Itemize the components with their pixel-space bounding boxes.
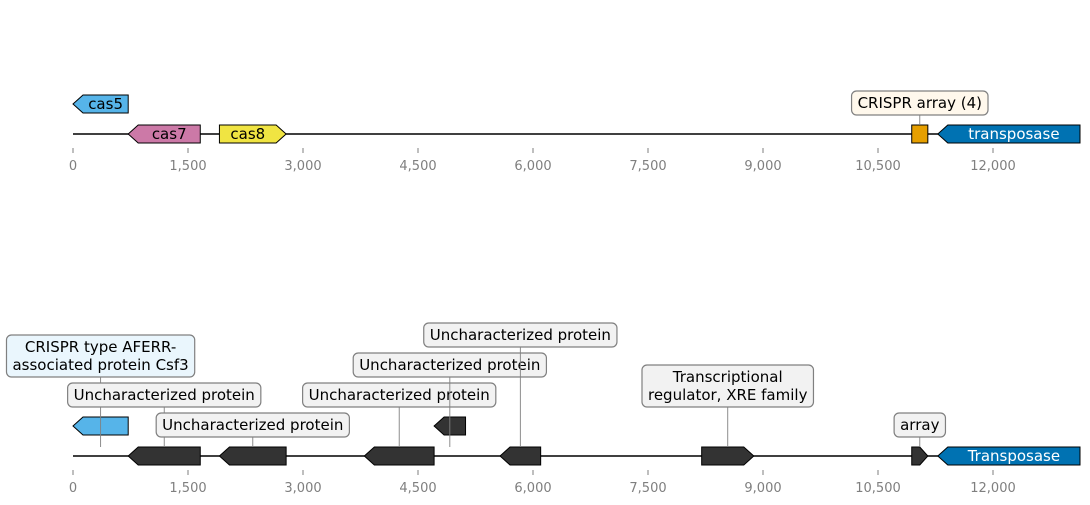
gene-label: cas7 <box>152 125 187 143</box>
feature-callout: Uncharacterized protein <box>67 382 262 447</box>
gene-feature-transposase <box>937 446 1081 466</box>
gene-feature-unlabeled <box>363 446 435 466</box>
feature-callout: array <box>893 412 947 447</box>
callout-text: Uncharacterized protein <box>74 386 255 404</box>
axis-tick-label: 6,000 <box>514 481 551 496</box>
callout-box <box>302 382 497 408</box>
callout-text: Uncharacterized protein <box>309 386 490 404</box>
feature-callout: Uncharacterized protein <box>155 412 350 447</box>
callout-text: Transcriptional <box>672 368 783 386</box>
axis-tick-label: 4,500 <box>399 159 436 174</box>
callout-box <box>423 322 618 348</box>
feature-callout: Uncharacterized protein <box>302 382 497 447</box>
feature-callout: CRISPR type AFERR-associated protein Csf… <box>5 334 196 447</box>
axis-tick-label: 3,000 <box>284 159 321 174</box>
gene-feature-cas8 <box>218 124 287 144</box>
gene-feature-cas7 <box>127 124 201 144</box>
gene-label: Transposase <box>967 447 1060 465</box>
axis-tick-label: 3,000 <box>284 481 321 496</box>
gene-label: transposase <box>968 125 1059 143</box>
axis-tick-label: 1,500 <box>169 481 206 496</box>
gene-feature-unlabeled <box>911 446 929 466</box>
feature-callout: Uncharacterized protein <box>423 322 618 447</box>
axis-tick-label: 0 <box>69 481 77 496</box>
callout-box <box>850 90 989 116</box>
gene-feature-unlabeled <box>911 124 929 144</box>
callout-box <box>155 412 350 438</box>
feature-callout: CRISPR array (4) <box>850 90 989 125</box>
axis-tick-label: 4,500 <box>399 481 436 496</box>
axis-tick-label: 0 <box>69 159 77 174</box>
callout-text: Uncharacterized protein <box>430 326 611 344</box>
callout-box <box>893 412 947 438</box>
callout-text: CRISPR type AFERR- <box>25 338 176 356</box>
callout-text: Uncharacterized protein <box>359 356 540 374</box>
gene-label: cas5 <box>88 95 123 113</box>
feature-callout: Uncharacterized protein <box>352 352 548 447</box>
gene-feature-unlabeled <box>701 446 755 466</box>
axis-tick-label: 12,000 <box>970 159 1016 174</box>
axis-tick-label: 7,500 <box>629 159 666 174</box>
callout-text: CRISPR array (4) <box>858 94 982 112</box>
axis-tick-label: 10,500 <box>855 159 901 174</box>
callout-text: Uncharacterized protein <box>162 416 343 434</box>
callout-box <box>641 364 815 408</box>
gene-feature-transposase <box>937 124 1081 144</box>
track-1: 0 1,500 3,000 4,500 6,000 7,500 9,000 10,500 12,… <box>69 90 1081 174</box>
axis-tick-label: 6,000 <box>514 159 551 174</box>
axis-tick-label: 7,500 <box>629 481 666 496</box>
gene-feature-unlabeled <box>499 446 542 466</box>
gene-feature-unlabeled <box>127 446 201 466</box>
callout-text: associated protein Csf3 <box>12 356 188 374</box>
axis-tick-label: 12,000 <box>970 481 1016 496</box>
gene-feature-unlabeled <box>218 446 287 466</box>
callout-box <box>5 334 196 378</box>
track-2: 0 1,500 3,000 4,500 6,000 7,500 9,000 10,500 12,… <box>5 322 1081 496</box>
axis-tick-label: 10,500 <box>855 481 901 496</box>
callout-box <box>352 352 548 378</box>
callout-text: array <box>900 416 939 434</box>
gene-label: cas8 <box>230 125 265 143</box>
callout-box <box>67 382 262 408</box>
gene-feature-cas5 <box>72 94 129 114</box>
callout-text: regulator, XRE family <box>648 386 808 404</box>
axis-tick-label: 9,000 <box>744 159 781 174</box>
axis-tick-label: 9,000 <box>744 481 781 496</box>
axis-tick-label: 1,500 <box>169 159 206 174</box>
